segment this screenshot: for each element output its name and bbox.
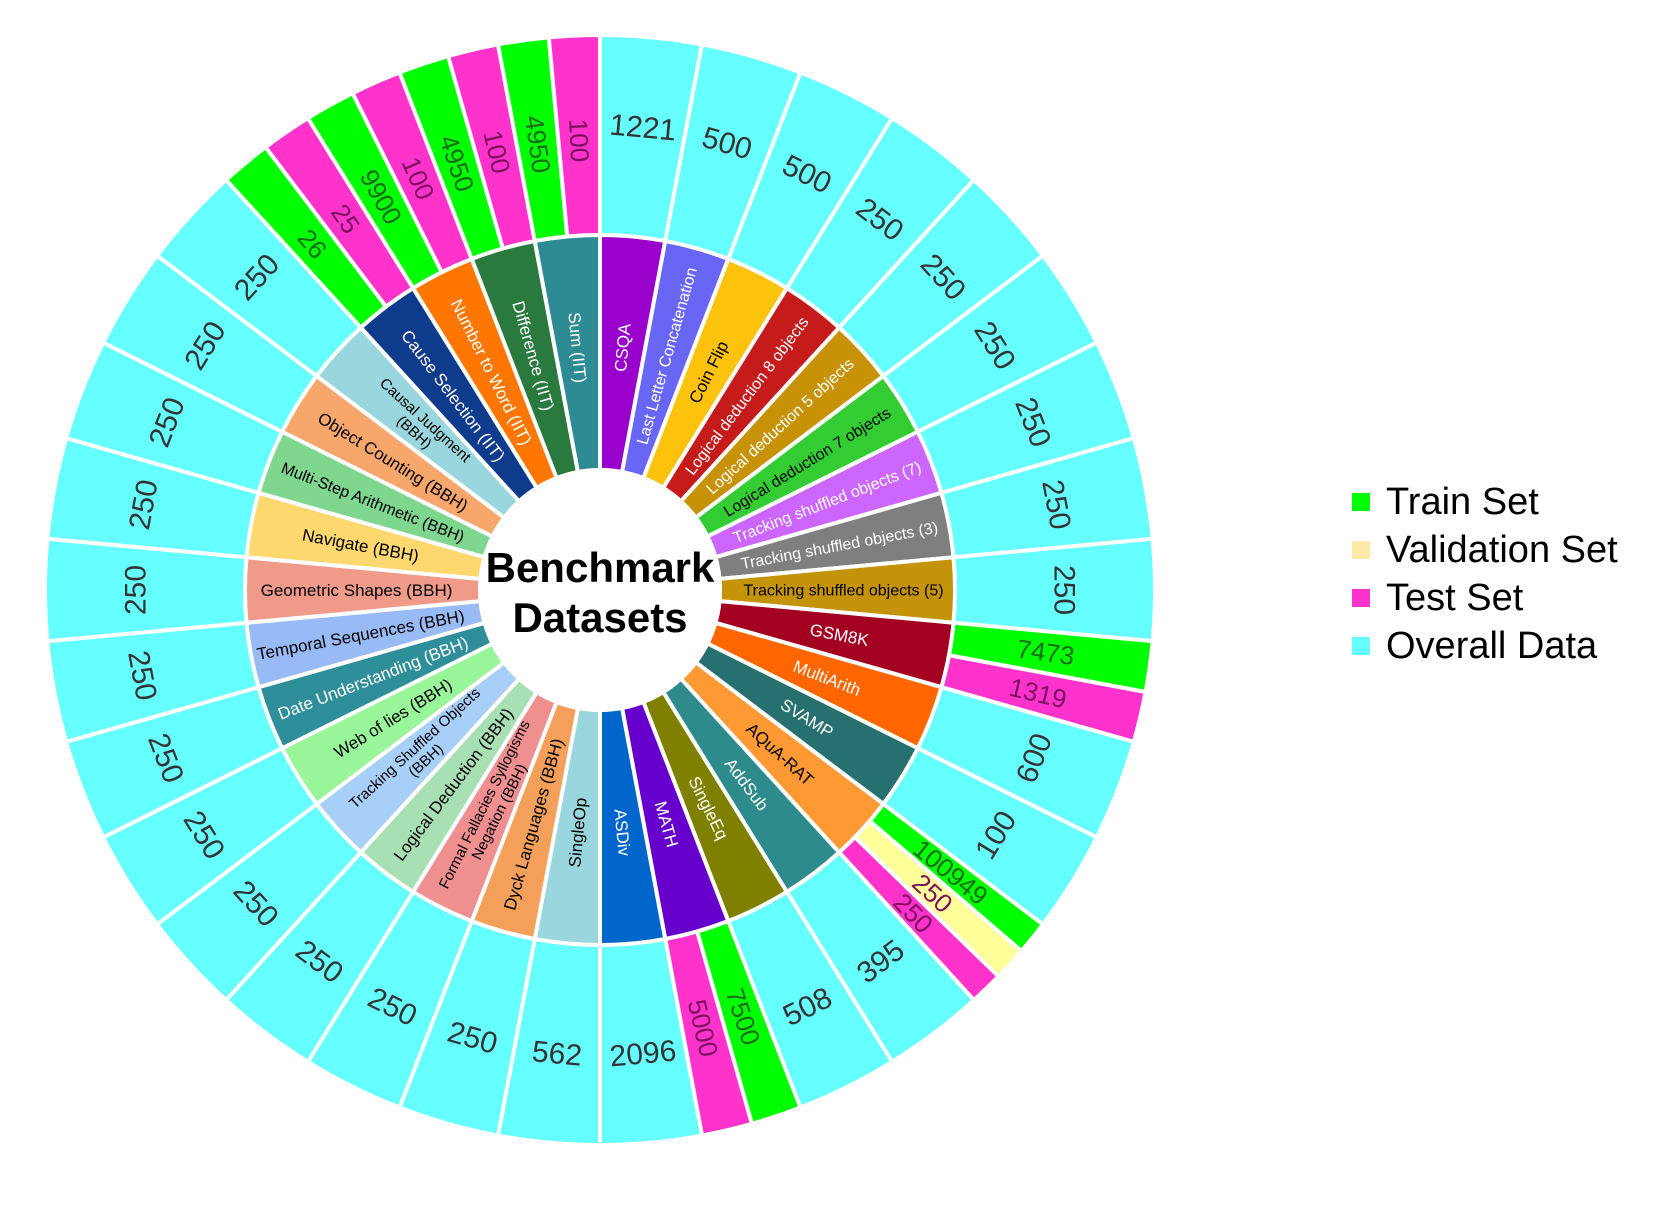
dataset-label-asdiv: ASDiv [610,808,633,857]
legend-swatch-test [1352,589,1370,607]
value-label-csqa: 1221 [608,108,678,147]
value-label-asdiv: 2096 [608,1035,678,1074]
legend-swatch-train [1352,493,1370,511]
legend-label: Train Set [1386,480,1539,523]
chart-title: Benchmark Datasets [486,544,715,641]
legend-label: Validation Set [1386,528,1618,571]
value-label-singleop: 562 [531,1035,584,1072]
center-hole [478,468,722,712]
dataset-label-tracking-shuffled-objects-5: Tracking shuffled objects (5) [743,583,943,600]
value-label-geometric-shapes-bbh: 250 [120,565,153,615]
legend-item-validation: Validation Set [1352,526,1618,574]
dataset-label-csqa: CSQA [611,322,634,372]
legend-label: Test Set [1386,576,1524,619]
value-label-tracking-shuffled-objects-5: 250 [1048,565,1081,615]
legend-item-train: Train Set [1352,478,1618,526]
legend-item-test: Test Set [1352,574,1618,622]
legend-swatch-validation [1352,541,1370,559]
outer-ring: 1221 500500250250250250250250747313196001… [43,32,1157,1148]
dataset-label-geometric-shapes-bbh: Geometric Shapes (BBH) [261,581,453,600]
legend-swatch-overall [1352,637,1370,655]
legend-item-overall: Overall Data [1352,622,1618,670]
legend: Train Set Validation Set Test Set Overal… [1352,478,1618,670]
legend-label: Overall Data [1386,624,1598,667]
value-label-sum-iit-test: 100 [563,118,595,163]
